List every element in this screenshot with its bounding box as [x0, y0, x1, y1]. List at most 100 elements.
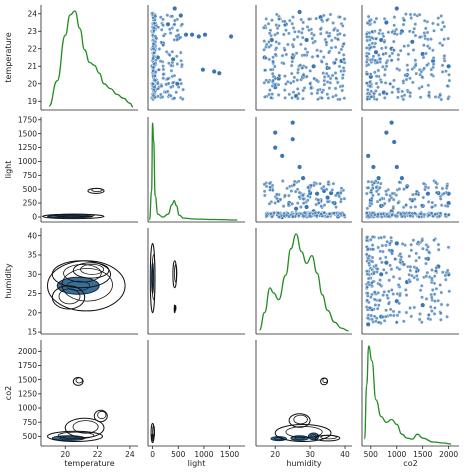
scatter-point — [273, 52, 278, 57]
scatter-point — [402, 44, 407, 49]
scatter-point — [443, 212, 448, 217]
scatter-point — [333, 45, 338, 50]
scatter-point — [432, 274, 437, 279]
scatter-point — [397, 180, 402, 185]
scatter-point — [382, 40, 387, 44]
scatter-point — [295, 96, 300, 101]
scatter-point — [262, 189, 267, 194]
scatter-point — [319, 17, 324, 22]
scatter-point — [273, 201, 277, 205]
scatter-point — [373, 303, 378, 307]
scatter-point — [400, 89, 405, 94]
scatter-point — [274, 46, 279, 50]
scatter-point — [292, 75, 297, 80]
scatter-point — [158, 59, 163, 64]
scatter-point — [277, 41, 281, 46]
scatter-point — [425, 30, 430, 35]
scatter-point — [438, 93, 443, 98]
scatter-point — [267, 31, 272, 36]
scatter-point — [172, 96, 177, 101]
scatter-point — [282, 48, 287, 52]
scatter-point — [414, 258, 418, 263]
scatter-point — [295, 201, 300, 206]
scatter-point — [326, 96, 331, 101]
scatter-point — [387, 248, 392, 253]
panel-temperature-vs-light — [147, 5, 245, 111]
scatter-point — [411, 48, 416, 52]
scatter-point — [413, 204, 418, 209]
scatter-point — [304, 65, 309, 70]
scatter-point — [183, 32, 189, 37]
scatter-point — [159, 27, 164, 32]
scatter-point — [327, 211, 332, 216]
scatter-point — [370, 243, 375, 248]
scatter-point — [402, 187, 406, 192]
scatter-point — [330, 188, 335, 192]
scatter-point — [426, 83, 431, 88]
scatter-point — [301, 73, 306, 78]
scatter-point — [151, 56, 156, 61]
scatter-point — [380, 64, 385, 69]
scatter-point — [365, 298, 370, 303]
scatter-point — [301, 20, 306, 25]
scatter-point — [374, 97, 379, 102]
x-tick-label: 20 — [270, 450, 280, 459]
scatter-point — [329, 38, 334, 43]
scatter-point — [384, 308, 388, 313]
y-tick-label: 35 — [27, 251, 37, 260]
scatter-point — [418, 72, 423, 77]
y-tick-label: 1250 — [18, 143, 37, 152]
scatter-point — [419, 203, 424, 208]
scatter-point — [165, 76, 170, 81]
scatter-point — [395, 95, 400, 100]
y-tick-label: 20 — [27, 79, 37, 88]
scatter-point — [327, 66, 332, 71]
scatter-point — [377, 92, 382, 97]
scatter-point — [391, 292, 396, 296]
scatter-point — [157, 67, 161, 72]
scatter-point — [261, 25, 266, 30]
scatter-point — [270, 92, 275, 97]
scatter-point — [267, 45, 271, 49]
panel-light-vs-humidity — [255, 117, 352, 223]
scatter-point — [151, 46, 156, 51]
scatter-point — [392, 48, 396, 53]
scatter-point — [367, 305, 372, 310]
scatter-point — [371, 271, 376, 276]
x-axis-label-temperature: temperature — [64, 459, 114, 468]
scatter-point — [300, 66, 304, 70]
scatter-point — [408, 94, 412, 99]
scatter-point — [431, 21, 435, 26]
panel-humidity-vs-light — [147, 228, 245, 335]
scatter-point — [325, 92, 330, 97]
scatter-point — [371, 54, 376, 59]
scatter-point — [396, 57, 401, 62]
kde-contour — [150, 422, 155, 444]
scatter-point — [389, 235, 393, 240]
scatter-point — [389, 120, 394, 125]
scatter-point — [264, 42, 269, 47]
scatter-point — [434, 190, 439, 195]
scatter-point — [391, 313, 396, 318]
scatter-point — [367, 84, 372, 89]
kde-curve-light — [148, 122, 238, 221]
scatter-point — [379, 80, 384, 85]
scatter-point — [324, 30, 329, 35]
scatter-point — [152, 62, 157, 67]
scatter-point — [393, 213, 398, 218]
scatter-point — [175, 28, 180, 33]
scatter-point — [172, 73, 177, 78]
scatter-point — [429, 295, 434, 300]
scatter-point — [394, 6, 399, 11]
scatter-point — [369, 313, 374, 318]
scatter-point — [429, 276, 434, 281]
scatter-point — [401, 22, 406, 27]
scatter-point — [364, 72, 369, 77]
scatter-point — [424, 296, 429, 301]
scatter-point — [169, 85, 173, 90]
kde-contour — [288, 413, 311, 428]
scatter-point — [364, 269, 369, 274]
scatter-point — [413, 63, 418, 68]
scatter-point — [172, 22, 177, 27]
scatter-point — [324, 187, 329, 192]
